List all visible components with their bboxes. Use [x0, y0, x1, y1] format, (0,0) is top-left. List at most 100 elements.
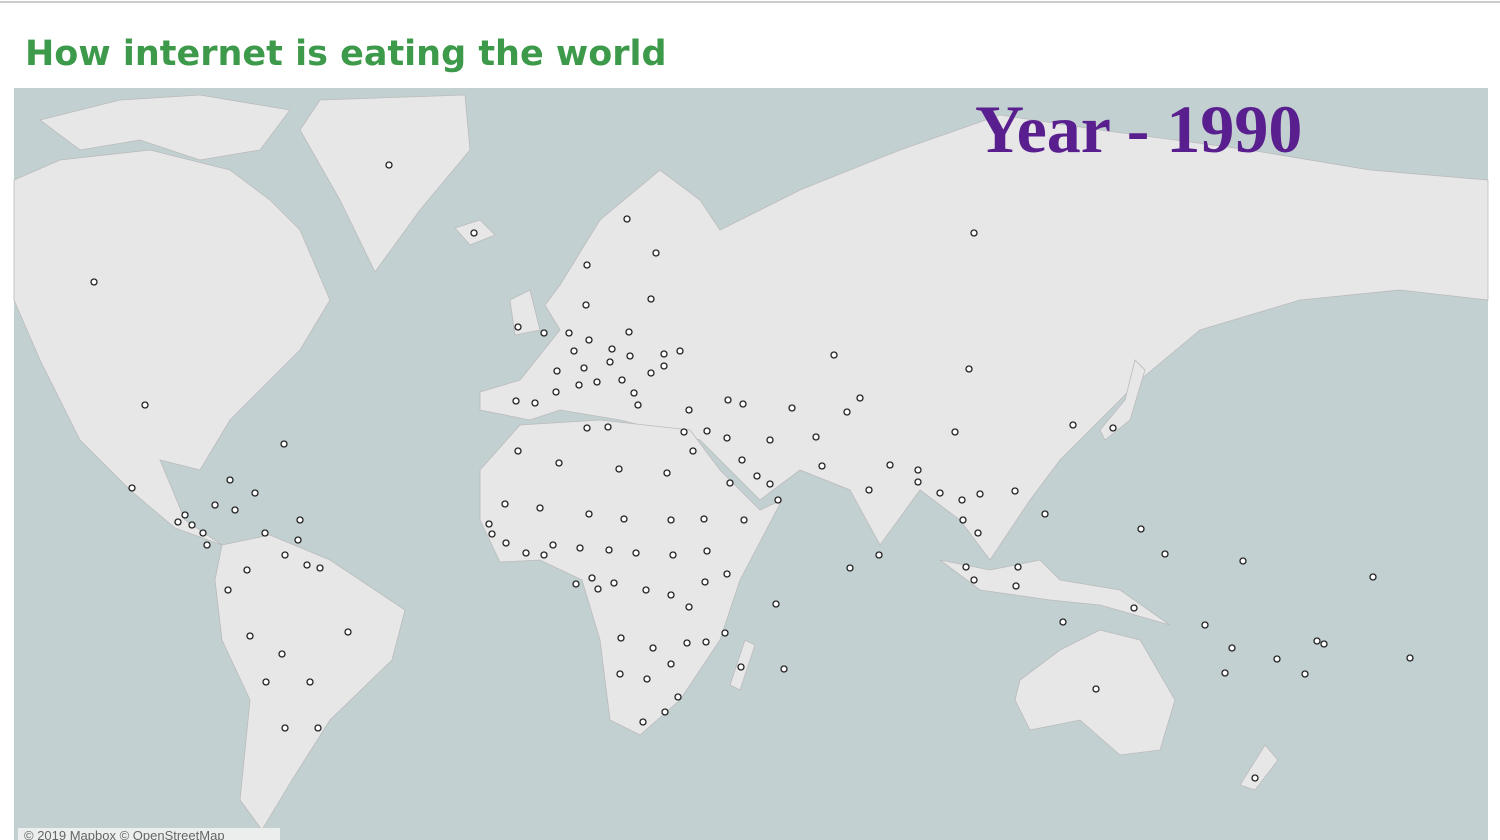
- country-marker[interactable]: [951, 428, 959, 436]
- country-marker[interactable]: [536, 504, 544, 512]
- country-marker[interactable]: [620, 515, 628, 523]
- country-marker[interactable]: [642, 586, 650, 594]
- country-marker[interactable]: [685, 406, 693, 414]
- country-marker[interactable]: [667, 591, 675, 599]
- country-marker[interactable]: [701, 578, 709, 586]
- country-marker[interactable]: [1369, 573, 1377, 581]
- country-marker[interactable]: [314, 724, 322, 732]
- country-marker[interactable]: [700, 515, 708, 523]
- country-marker[interactable]: [594, 585, 602, 593]
- country-marker[interactable]: [608, 345, 616, 353]
- country-marker[interactable]: [226, 476, 234, 484]
- country-marker[interactable]: [974, 529, 982, 537]
- country-marker[interactable]: [555, 459, 563, 467]
- country-marker[interactable]: [774, 496, 782, 504]
- country-marker[interactable]: [385, 161, 393, 169]
- country-marker[interactable]: [281, 551, 289, 559]
- country-marker[interactable]: [570, 347, 578, 355]
- country-marker[interactable]: [737, 663, 745, 671]
- country-marker[interactable]: [667, 516, 675, 524]
- country-marker[interactable]: [726, 479, 734, 487]
- country-marker[interactable]: [1228, 644, 1236, 652]
- country-marker[interactable]: [1313, 637, 1321, 645]
- country-marker[interactable]: [647, 295, 655, 303]
- country-marker[interactable]: [281, 724, 289, 732]
- country-marker[interactable]: [470, 229, 478, 237]
- country-marker[interactable]: [914, 466, 922, 474]
- country-marker[interactable]: [703, 547, 711, 555]
- country-marker[interactable]: [576, 544, 584, 552]
- country-marker[interactable]: [604, 423, 612, 431]
- country-marker[interactable]: [780, 665, 788, 673]
- country-marker[interactable]: [676, 347, 684, 355]
- country-marker[interactable]: [617, 634, 625, 642]
- country-marker[interactable]: [680, 428, 688, 436]
- country-marker[interactable]: [674, 693, 682, 701]
- country-marker[interactable]: [280, 440, 288, 448]
- country-marker[interactable]: [572, 580, 580, 588]
- country-marker[interactable]: [788, 404, 796, 412]
- country-marker[interactable]: [514, 447, 522, 455]
- country-marker[interactable]: [812, 433, 820, 441]
- country-marker[interactable]: [618, 376, 626, 384]
- country-marker[interactable]: [632, 549, 640, 557]
- country-marker[interactable]: [522, 549, 530, 557]
- country-marker[interactable]: [316, 564, 324, 572]
- country-marker[interactable]: [843, 408, 851, 416]
- country-marker[interactable]: [294, 536, 302, 544]
- country-marker[interactable]: [514, 323, 522, 331]
- country-marker[interactable]: [936, 489, 944, 497]
- country-marker[interactable]: [689, 447, 697, 455]
- country-marker[interactable]: [886, 461, 894, 469]
- country-marker[interactable]: [647, 369, 655, 377]
- country-marker[interactable]: [962, 563, 970, 571]
- country-marker[interactable]: [685, 603, 693, 611]
- country-marker[interactable]: [610, 579, 618, 587]
- country-marker[interactable]: [203, 541, 211, 549]
- country-marker[interactable]: [702, 638, 710, 646]
- country-marker[interactable]: [669, 551, 677, 559]
- country-marker[interactable]: [128, 484, 136, 492]
- country-marker[interactable]: [1012, 582, 1020, 590]
- country-marker[interactable]: [846, 564, 854, 572]
- country-marker[interactable]: [1130, 604, 1138, 612]
- country-marker[interactable]: [141, 401, 149, 409]
- country-marker[interactable]: [630, 389, 638, 397]
- country-marker[interactable]: [970, 229, 978, 237]
- country-marker[interactable]: [588, 574, 596, 582]
- country-marker[interactable]: [667, 660, 675, 668]
- country-marker[interactable]: [261, 529, 269, 537]
- country-marker[interactable]: [683, 639, 691, 647]
- country-marker[interactable]: [251, 489, 259, 497]
- country-marker[interactable]: [585, 336, 593, 344]
- country-marker[interactable]: [634, 401, 642, 409]
- country-marker[interactable]: [1301, 670, 1309, 678]
- country-marker[interactable]: [753, 472, 761, 480]
- country-marker[interactable]: [485, 520, 493, 528]
- country-marker[interactable]: [580, 364, 588, 372]
- country-marker[interactable]: [502, 539, 510, 547]
- country-marker[interactable]: [639, 718, 647, 726]
- country-marker[interactable]: [875, 551, 883, 559]
- country-marker[interactable]: [174, 518, 182, 526]
- country-marker[interactable]: [660, 350, 668, 358]
- country-marker[interactable]: [593, 378, 601, 386]
- country-marker[interactable]: [540, 551, 548, 559]
- country-marker[interactable]: [625, 328, 633, 336]
- country-marker[interactable]: [1221, 669, 1229, 677]
- country-marker[interactable]: [1239, 557, 1247, 565]
- country-marker[interactable]: [1109, 424, 1117, 432]
- country-marker[interactable]: [278, 650, 286, 658]
- country-marker[interactable]: [652, 249, 660, 257]
- country-marker[interactable]: [958, 496, 966, 504]
- country-marker[interactable]: [575, 381, 583, 389]
- country-marker[interactable]: [243, 566, 251, 574]
- country-marker[interactable]: [723, 434, 731, 442]
- country-marker[interactable]: [703, 427, 711, 435]
- country-marker[interactable]: [976, 490, 984, 498]
- country-marker[interactable]: [606, 358, 614, 366]
- country-marker[interactable]: [1137, 525, 1145, 533]
- country-marker[interactable]: [661, 708, 669, 716]
- country-marker[interactable]: [1161, 550, 1169, 558]
- country-marker[interactable]: [553, 367, 561, 375]
